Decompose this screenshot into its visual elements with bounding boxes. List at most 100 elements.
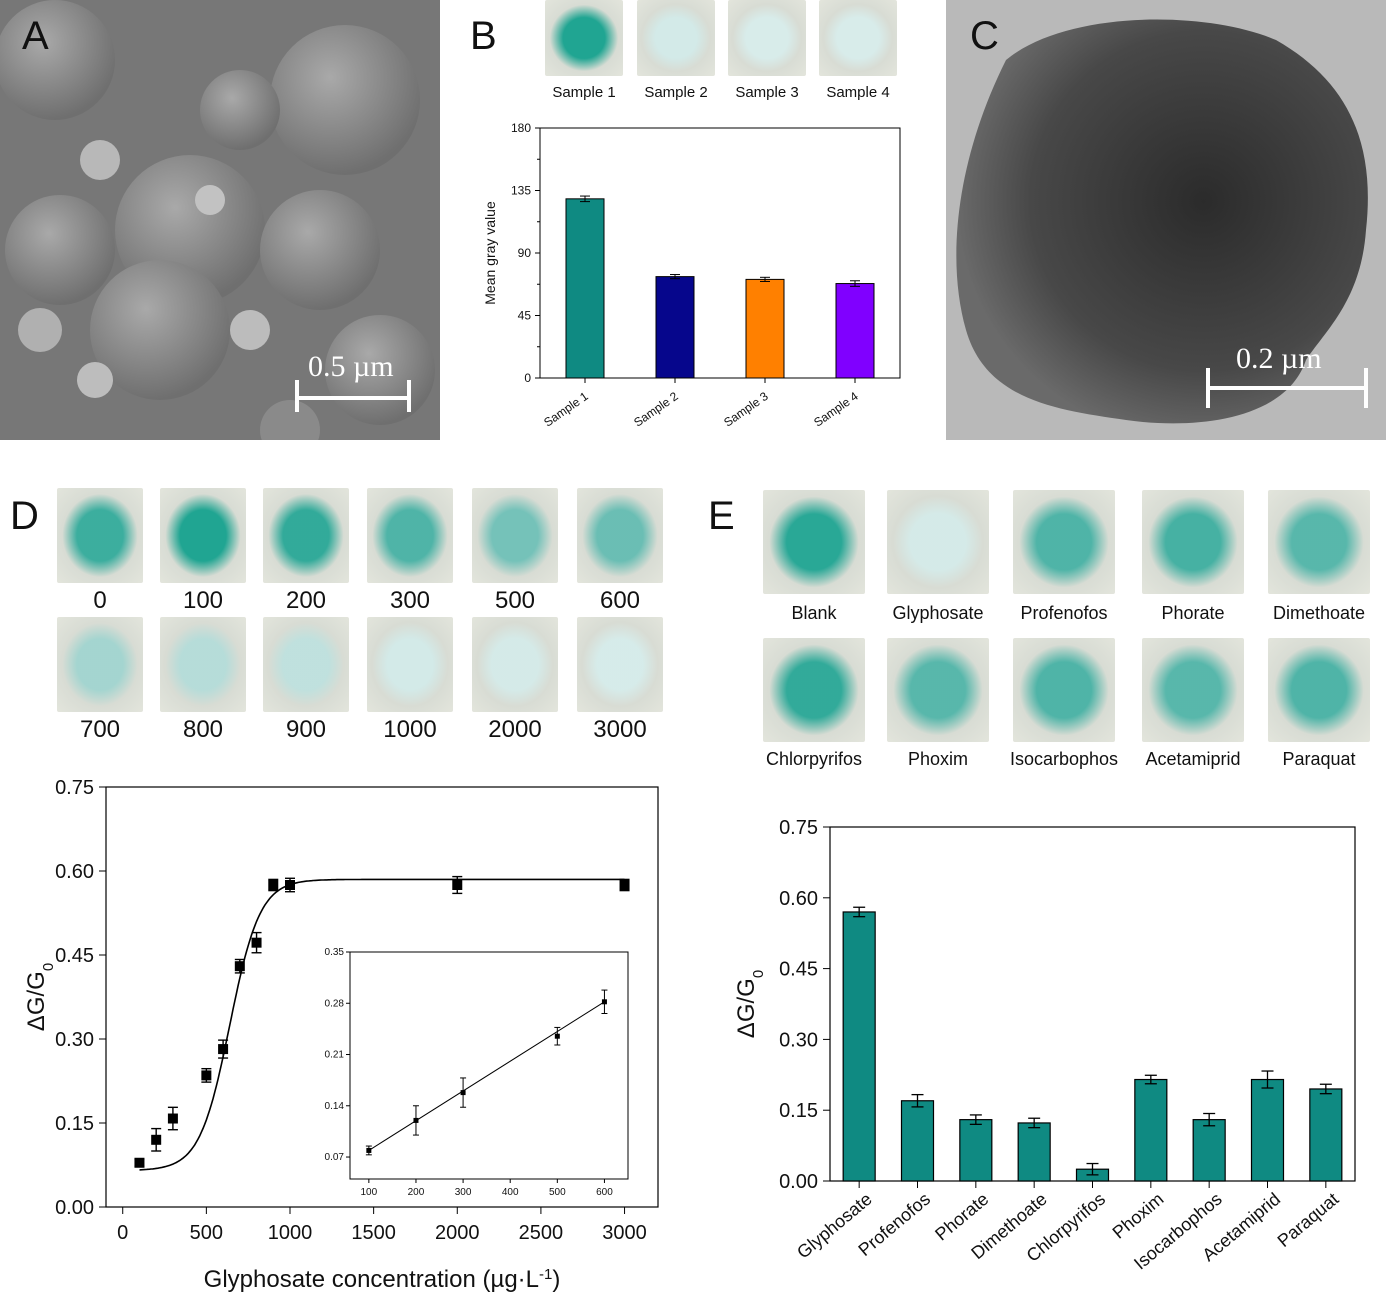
pesticide-swatch bbox=[763, 490, 865, 594]
fit-curve bbox=[139, 878, 625, 1171]
scalebar-c-left-tick bbox=[1206, 368, 1210, 408]
concentration-swatch-label: 2000 bbox=[488, 716, 542, 743]
x-tick-label: Sample 1 bbox=[541, 389, 591, 430]
bar bbox=[959, 1119, 993, 1182]
pesticide-swatch bbox=[887, 490, 989, 594]
x-tick-label: 2000 bbox=[435, 1222, 480, 1244]
y-tick-label: 0.75 bbox=[55, 777, 94, 799]
pesticide-swatch bbox=[1013, 638, 1115, 742]
inset-x-tick-label: 100 bbox=[361, 1187, 378, 1198]
y-tick-label: 0.75 bbox=[779, 817, 818, 839]
scatter-chart-glyphosate: 0.000.150.300.450.600.750 500 1000 1500 2000… bbox=[23, 777, 659, 1294]
inset-data-point bbox=[601, 999, 607, 1005]
inset-y-tick-label: 0.28 bbox=[325, 998, 345, 1009]
sample-swatch-label: Sample 4 bbox=[826, 84, 890, 101]
inset-x-tick-label: 600 bbox=[596, 1187, 613, 1198]
y-tick-label: 0.00 bbox=[779, 1171, 818, 1193]
data-point bbox=[268, 880, 279, 890]
bar bbox=[900, 1100, 935, 1182]
pesticide-swatch-label: Phorate bbox=[1161, 603, 1225, 623]
sample-swatch-label: Sample 1 bbox=[552, 84, 616, 101]
data-point bbox=[134, 1157, 145, 1168]
y-tick-label: 0.60 bbox=[779, 888, 818, 910]
x-tick-label: 1000 bbox=[268, 1222, 313, 1244]
pesticide-swatch bbox=[763, 638, 865, 742]
pesticide-swatch-label: Paraquat bbox=[1282, 749, 1356, 769]
scalebar-a bbox=[297, 396, 409, 400]
sample-swatch bbox=[545, 0, 623, 76]
scalebar-c-right-tick bbox=[1364, 368, 1368, 408]
pesticide-swatch-label: Isocarbophos bbox=[1009, 749, 1119, 769]
x-tick-label: Sample 4 bbox=[811, 389, 861, 430]
inset-y-tick-label: 0.07 bbox=[325, 1152, 345, 1163]
inset-data-point bbox=[460, 1090, 466, 1096]
bar-chart-selectivity: 0.000.150.300.450.600.75GlyphosateProfen… bbox=[733, 817, 1356, 1274]
scalebar-c bbox=[1208, 386, 1366, 390]
bar bbox=[842, 911, 876, 1182]
concentration-swatch-label: 3000 bbox=[593, 716, 647, 743]
panel-letter-d: D bbox=[10, 494, 39, 538]
y-tick-label: 0.30 bbox=[55, 1029, 94, 1051]
y-tick-label: 45 bbox=[518, 309, 532, 323]
panel-letter-a: A bbox=[22, 14, 49, 58]
inset-data-point bbox=[554, 1033, 560, 1039]
y-tick-label: 0.45 bbox=[55, 945, 94, 967]
y-axis-label: ΔG/G0 bbox=[23, 963, 57, 1031]
inset-fit-line bbox=[368, 1001, 605, 1151]
x-tick-label: Sample 2 bbox=[631, 389, 681, 430]
concentration-swatch bbox=[263, 617, 349, 712]
bar bbox=[1134, 1078, 1168, 1182]
concentration-swatch-label: 200 bbox=[285, 587, 327, 614]
bar bbox=[1017, 1122, 1051, 1182]
pesticide-swatch-label: Glyphosate bbox=[892, 603, 984, 623]
concentration-swatch-label: 100 bbox=[182, 587, 224, 614]
inset-data-point bbox=[413, 1117, 419, 1123]
panel-letter-c: C bbox=[970, 14, 999, 58]
data-point bbox=[619, 880, 630, 890]
y-tick-label: 0 bbox=[524, 371, 531, 385]
bar-chart-sample-gray: 0 45 90 135 180 Sample 1 Sample 2 Sample 3 Sampl… bbox=[482, 121, 901, 430]
y-tick-label: 0.45 bbox=[779, 959, 818, 981]
concentration-swatch bbox=[57, 617, 143, 712]
y-tick-label: 0.30 bbox=[779, 1029, 818, 1051]
tem-texture bbox=[946, 0, 1386, 440]
concentration-swatch bbox=[57, 488, 143, 583]
inset-data-point bbox=[366, 1147, 372, 1153]
bar bbox=[745, 278, 785, 379]
y-axis-label: ΔG/G0 bbox=[733, 970, 767, 1038]
x-tick-label: 3000 bbox=[602, 1222, 647, 1244]
panel-letter-e: E bbox=[708, 494, 735, 538]
x-tick-label: 0 bbox=[117, 1222, 128, 1244]
inset-x-tick-label: 200 bbox=[408, 1187, 425, 1198]
x-tick-label: 2500 bbox=[519, 1222, 564, 1244]
data-point bbox=[234, 961, 245, 972]
concentration-swatch-label: 900 bbox=[285, 716, 327, 743]
bar bbox=[1192, 1119, 1226, 1182]
sample-swatch bbox=[728, 0, 806, 76]
inset-y-tick-label: 0.21 bbox=[325, 1050, 345, 1061]
bar bbox=[835, 283, 875, 379]
data-point bbox=[285, 880, 295, 890]
sem-image bbox=[0, 0, 440, 440]
pesticide-swatch bbox=[1142, 638, 1244, 742]
pesticide-swatch bbox=[1268, 490, 1370, 594]
data-point bbox=[452, 880, 463, 890]
sample-swatch bbox=[819, 0, 897, 76]
concentration-swatch bbox=[367, 617, 453, 712]
x-tick-label: Paraquat bbox=[1274, 1189, 1343, 1251]
pesticide-swatch bbox=[1268, 638, 1370, 742]
scale-label-a: 0.5 µm bbox=[308, 350, 394, 383]
y-axis-label: Mean gray value bbox=[482, 201, 498, 305]
concentration-swatch-label: 500 bbox=[494, 587, 536, 614]
y-tick-label: 0.15 bbox=[55, 1113, 94, 1135]
concentration-swatch-label: 600 bbox=[599, 587, 641, 614]
data-point bbox=[251, 937, 262, 948]
pesticide-swatch-label: Phoxim bbox=[907, 749, 969, 769]
concentration-swatch bbox=[263, 488, 349, 583]
concentration-swatch bbox=[472, 488, 558, 583]
y-tick-label: 0.15 bbox=[779, 1100, 818, 1122]
x-axis-label: Glyphosate concentration (µg·L-1) bbox=[204, 1266, 561, 1294]
sample-swatch-label: Sample 2 bbox=[644, 84, 708, 101]
bar bbox=[565, 198, 605, 379]
pesticide-swatch bbox=[887, 638, 989, 742]
